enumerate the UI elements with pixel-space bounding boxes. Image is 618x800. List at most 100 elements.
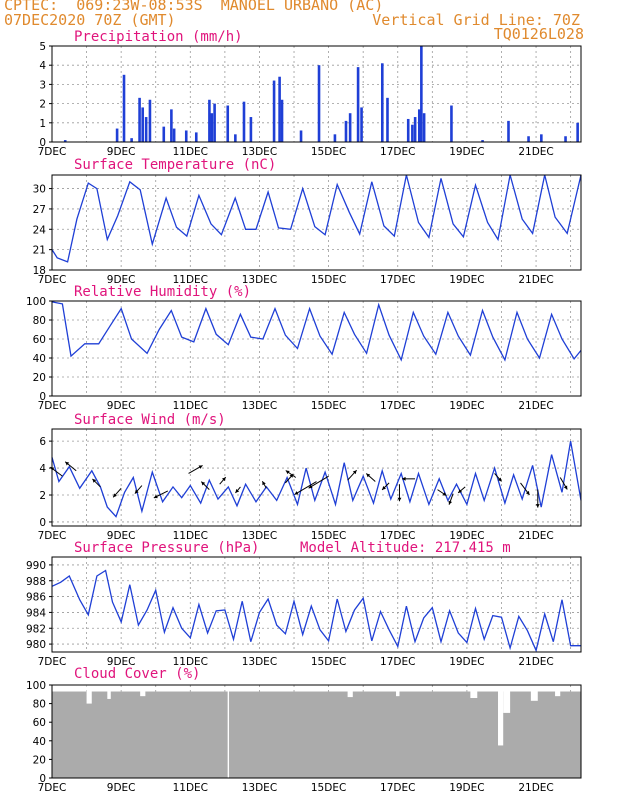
precip-bar [162, 126, 166, 142]
wind-vector [294, 481, 317, 495]
x-tick-label: 17DEC [380, 530, 415, 542]
x-tick-label: 15DEC [311, 656, 346, 668]
y-tick-label: 21 [33, 245, 46, 257]
x-tick-label: 7DEC [38, 400, 67, 412]
y-tick-label: 0 [39, 391, 46, 403]
y-tick-label: 100 [26, 680, 46, 692]
x-tick-label: 11DEC [173, 146, 208, 158]
y-tick-label: 40 [33, 736, 46, 748]
x-tick-label: 11DEC [173, 530, 208, 542]
precip-bar [411, 124, 414, 142]
cloud-cover-gap [86, 685, 92, 704]
precip-bar [317, 65, 321, 142]
y-tick-label: 27 [33, 204, 46, 216]
panel-3: 0 2 4 6 7DEC 9DEC 11DEC 13DEC 15DEC 17DEC 19DEC 21D… [38, 412, 582, 542]
wind-vector-head [397, 497, 402, 502]
x-tick-label: 13DEC [242, 274, 277, 286]
precip-bar [333, 134, 337, 142]
x-tick-label: 17DEC [380, 146, 415, 158]
precip-bar [413, 117, 417, 142]
plot-frame [51, 684, 582, 779]
x-tick-label: 9DEC [107, 400, 136, 412]
wind-vector-head [262, 481, 266, 486]
x-tick-label: 21DEC [518, 656, 553, 668]
plot-frame [51, 300, 582, 397]
panel-title: Surface Temperature (nC) [74, 157, 276, 173]
y-tick-label: 30 [33, 184, 46, 196]
x-tick-label: 15DEC [311, 400, 346, 412]
wind-vector-head [402, 476, 406, 481]
x-tick-label: 21DEC [518, 530, 553, 542]
precip-bar [527, 136, 530, 142]
panel-0: 0 1 2 3 4 5 7DEC 9DEC 11DEC 13DEC 15DEC 17DEC 19DEC 2… [38, 29, 582, 158]
x-tick-label: 7DEC [38, 274, 67, 286]
precip-bar [144, 117, 148, 142]
wind-vector-head [535, 504, 540, 508]
wind-vector-head [113, 493, 117, 498]
precip-bar [213, 103, 216, 142]
y-tick-label: 20 [33, 754, 46, 766]
precip-bar [576, 122, 579, 142]
y-tick-label: 0 [39, 517, 46, 529]
wind-vector-head [285, 470, 290, 475]
precip-bar [272, 80, 276, 142]
y-tick-label: 80 [33, 699, 46, 711]
wind-vector-head [92, 478, 97, 483]
precip-bar [194, 132, 198, 142]
x-tick-label: 19DEC [449, 146, 484, 158]
y-tick-label: 4 [39, 463, 46, 475]
x-tick-label: 17DEC [380, 656, 415, 668]
precip-bar [540, 134, 543, 142]
precip-bar [130, 138, 133, 142]
cloud-cover-area [52, 691, 581, 778]
wind-vector-head [235, 489, 240, 493]
plot-frame [51, 45, 582, 143]
cloud-cover-gap [503, 685, 511, 713]
series-line [51, 440, 582, 518]
cloud-cover-gap [530, 685, 538, 701]
precip-bar [380, 63, 384, 142]
x-tick-label: 9DEC [107, 656, 136, 668]
x-tick-label: 15DEC [311, 274, 346, 286]
wind-vector-head [294, 491, 299, 495]
y-tick-label: 980 [26, 639, 46, 651]
x-tick-label: 9DEC [107, 146, 136, 158]
y-tick-label: 3 [39, 79, 46, 91]
series-line [51, 569, 581, 653]
panel-title: Surface Wind (m/s) [74, 412, 226, 428]
x-tick-label: 7DEC [38, 530, 67, 542]
x-tick-label: 17DEC [380, 400, 415, 412]
precip-bar [386, 97, 389, 142]
precip-bar [249, 117, 253, 142]
series-line [51, 174, 582, 263]
precip-bar [356, 67, 360, 142]
y-tick-label: 990 [26, 560, 46, 572]
wind-vector-head [366, 473, 371, 478]
precip-bar [481, 140, 484, 142]
header-right-line1: Vertical Grid Line: 70Z [372, 11, 580, 29]
y-tick-label: 982 [26, 623, 46, 635]
cloud-cover-gap [227, 685, 230, 778]
x-tick-label: 21DEC [518, 274, 553, 286]
x-tick-label: 19DEC [449, 274, 484, 286]
y-tick-label: 4 [39, 60, 46, 72]
precip-bar [138, 97, 141, 142]
precip-bar [417, 109, 421, 142]
plot-frame [51, 556, 582, 653]
cloud-cover-gap [396, 685, 400, 697]
y-tick-label: 2 [39, 99, 46, 111]
x-tick-label: 15DEC [311, 782, 346, 794]
panel-title: Relative Humidity (%) [74, 284, 251, 300]
precip-bar [184, 130, 188, 142]
precip-bar [170, 109, 173, 142]
header-left-line2: 07DEC2020 70Z (GMT) [4, 11, 176, 29]
precip-bar [208, 99, 211, 142]
precip-bar [280, 99, 284, 142]
model-altitude-label: Model Altitude: 217.415 m [300, 540, 511, 556]
x-tick-label: 21DEC [518, 782, 553, 794]
precip-bar [122, 74, 126, 142]
series-line [51, 301, 582, 362]
y-tick-label: 6 [39, 436, 46, 448]
wind-vector-head [442, 492, 447, 496]
x-tick-label: 13DEC [242, 656, 277, 668]
